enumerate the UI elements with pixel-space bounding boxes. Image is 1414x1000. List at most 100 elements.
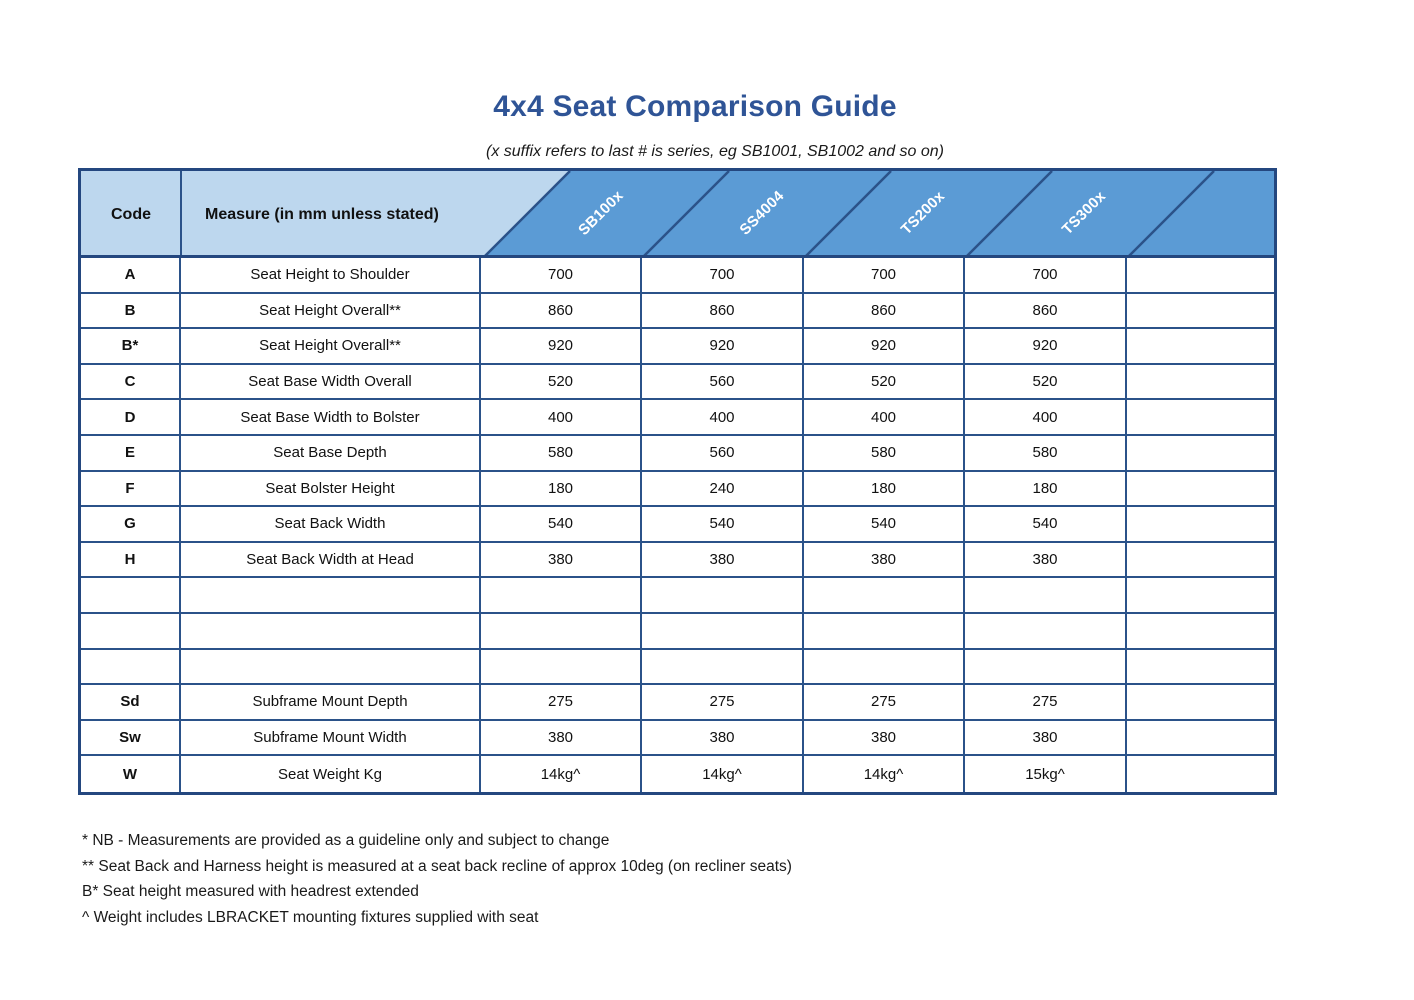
value-cell-ts200x: 860 bbox=[804, 293, 965, 330]
value-cell-ts200x: 700 bbox=[804, 258, 965, 294]
measure-cell bbox=[181, 613, 481, 650]
measure-cell: Seat Weight Kg bbox=[181, 756, 481, 792]
value-cell-ts200x: 275 bbox=[804, 685, 965, 721]
measure-cell: Seat Bolster Height bbox=[181, 471, 481, 508]
header-code-label: Code bbox=[111, 205, 151, 223]
measure-cell: Seat Base Depth bbox=[181, 435, 481, 472]
table-row: A Seat Height to Shoulder 700 700 700 70… bbox=[81, 258, 1274, 294]
footnote-line: ** Seat Back and Harness height is measu… bbox=[82, 857, 792, 875]
code-cell: C bbox=[81, 364, 181, 401]
value-cell-sb100x: 380 bbox=[481, 720, 642, 757]
table-row: B Seat Height Overall** 860 860 860 860 bbox=[81, 293, 1274, 330]
value-cell-ts300x: 380 bbox=[965, 720, 1127, 757]
code-cell bbox=[81, 613, 181, 650]
value-cell-blank bbox=[1127, 293, 1274, 330]
table-row: F Seat Bolster Height 180 240 180 180 bbox=[81, 471, 1274, 508]
code-cell: W bbox=[81, 756, 181, 792]
value-cell-ts300x: 275 bbox=[965, 685, 1127, 721]
table-row: H Seat Back Width at Head 380 380 380 38… bbox=[81, 542, 1274, 579]
table-row: Sd Subframe Mount Depth 275 275 275 275 bbox=[81, 685, 1274, 721]
measure-cell: Seat Height Overall** bbox=[181, 293, 481, 330]
footnote-line: ^ Weight includes LBRACKET mounting fixt… bbox=[82, 908, 539, 926]
code-cell: E bbox=[81, 435, 181, 472]
value-cell-ss4004: 380 bbox=[642, 720, 804, 757]
value-cell-blank bbox=[1127, 400, 1274, 436]
value-cell-ts300x bbox=[965, 578, 1127, 614]
value-cell-sb100x: 380 bbox=[481, 542, 642, 579]
value-cell-ts300x: 400 bbox=[965, 400, 1127, 436]
measure-cell bbox=[181, 649, 481, 686]
value-cell-sb100x: 275 bbox=[481, 685, 642, 721]
table-row: W Seat Weight Kg 14kg^ 14kg^ 14kg^ 15kg^ bbox=[81, 756, 1274, 792]
value-cell-blank bbox=[1127, 756, 1274, 792]
value-cell-ts200x: 400 bbox=[804, 400, 965, 436]
value-cell-sb100x: 580 bbox=[481, 435, 642, 472]
value-cell-blank bbox=[1127, 364, 1274, 401]
value-cell-ss4004: 240 bbox=[642, 471, 804, 508]
code-cell: A bbox=[81, 258, 181, 294]
table-row: Sw Subframe Mount Width 380 380 380 380 bbox=[81, 720, 1274, 757]
value-cell-ts200x bbox=[804, 649, 965, 686]
value-cell-ts300x bbox=[965, 649, 1127, 686]
footnote-line: B* Seat height measured with headrest ex… bbox=[82, 883, 419, 900]
value-cell-ts300x: 540 bbox=[965, 507, 1127, 543]
value-cell-ts200x: 180 bbox=[804, 471, 965, 508]
value-cell-ss4004: 560 bbox=[642, 364, 804, 401]
value-cell-ss4004: 560 bbox=[642, 435, 804, 472]
value-cell-ss4004: 540 bbox=[642, 507, 804, 543]
code-cell: D bbox=[81, 400, 181, 436]
value-cell-ts200x bbox=[804, 578, 965, 614]
value-cell-ss4004 bbox=[642, 649, 804, 686]
value-cell-blank bbox=[1127, 720, 1274, 757]
measure-cell: Seat Back Width bbox=[181, 507, 481, 543]
value-cell-ts300x: 15kg^ bbox=[965, 756, 1127, 792]
value-cell-ts200x: 920 bbox=[804, 329, 965, 365]
value-cell-blank bbox=[1127, 507, 1274, 543]
code-cell bbox=[81, 578, 181, 614]
value-cell-ts300x: 180 bbox=[965, 471, 1127, 508]
value-cell-blank bbox=[1127, 329, 1274, 365]
comparison-table: Code Measure (in mm unless stated) SB100… bbox=[78, 168, 1277, 795]
footnote-line: * NB - Measurements are provided as a gu… bbox=[82, 832, 610, 849]
value-cell-ts200x: 540 bbox=[804, 507, 965, 543]
value-cell-sb100x: 520 bbox=[481, 364, 642, 401]
table-row bbox=[81, 649, 1274, 686]
page-title: 4x4 Seat Comparison Guide bbox=[493, 90, 897, 123]
value-cell-sb100x: 700 bbox=[481, 258, 642, 294]
value-cell-ts200x: 14kg^ bbox=[804, 756, 965, 792]
table-row bbox=[81, 613, 1274, 650]
value-cell-ss4004: 380 bbox=[642, 542, 804, 579]
value-cell-ts200x: 380 bbox=[804, 542, 965, 579]
value-cell-ts300x: 700 bbox=[965, 258, 1127, 294]
table-row: B* Seat Height Overall** 920 920 920 920 bbox=[81, 329, 1274, 365]
value-cell-blank bbox=[1127, 542, 1274, 579]
value-cell-sb100x: 400 bbox=[481, 400, 642, 436]
code-cell: B* bbox=[81, 329, 181, 365]
value-cell-sb100x bbox=[481, 613, 642, 650]
value-cell-ss4004 bbox=[642, 613, 804, 650]
value-cell-ss4004: 920 bbox=[642, 329, 804, 365]
value-cell-ss4004: 700 bbox=[642, 258, 804, 294]
table-row bbox=[81, 578, 1274, 614]
value-cell-blank bbox=[1127, 578, 1274, 614]
value-cell-ts300x bbox=[965, 613, 1127, 650]
table-row: G Seat Back Width 540 540 540 540 bbox=[81, 507, 1274, 543]
value-cell-blank bbox=[1127, 649, 1274, 686]
value-cell-ts200x: 380 bbox=[804, 720, 965, 757]
code-cell: B bbox=[81, 293, 181, 330]
value-cell-ss4004: 275 bbox=[642, 685, 804, 721]
table-row: D Seat Base Width to Bolster 400 400 400… bbox=[81, 400, 1274, 436]
value-cell-sb100x: 920 bbox=[481, 329, 642, 365]
table-row: E Seat Base Depth 580 560 580 580 bbox=[81, 435, 1274, 472]
value-cell-blank bbox=[1127, 258, 1274, 294]
table-row: C Seat Base Width Overall 520 560 520 52… bbox=[81, 364, 1274, 401]
measure-cell: Seat Base Width Overall bbox=[181, 364, 481, 401]
value-cell-sb100x: 540 bbox=[481, 507, 642, 543]
measure-cell: Seat Height Overall** bbox=[181, 329, 481, 365]
value-cell-ts200x: 580 bbox=[804, 435, 965, 472]
value-cell-blank bbox=[1127, 613, 1274, 650]
value-cell-ts300x: 580 bbox=[965, 435, 1127, 472]
header-diagonal-band bbox=[81, 171, 1274, 255]
measure-cell: Seat Back Width at Head bbox=[181, 542, 481, 579]
